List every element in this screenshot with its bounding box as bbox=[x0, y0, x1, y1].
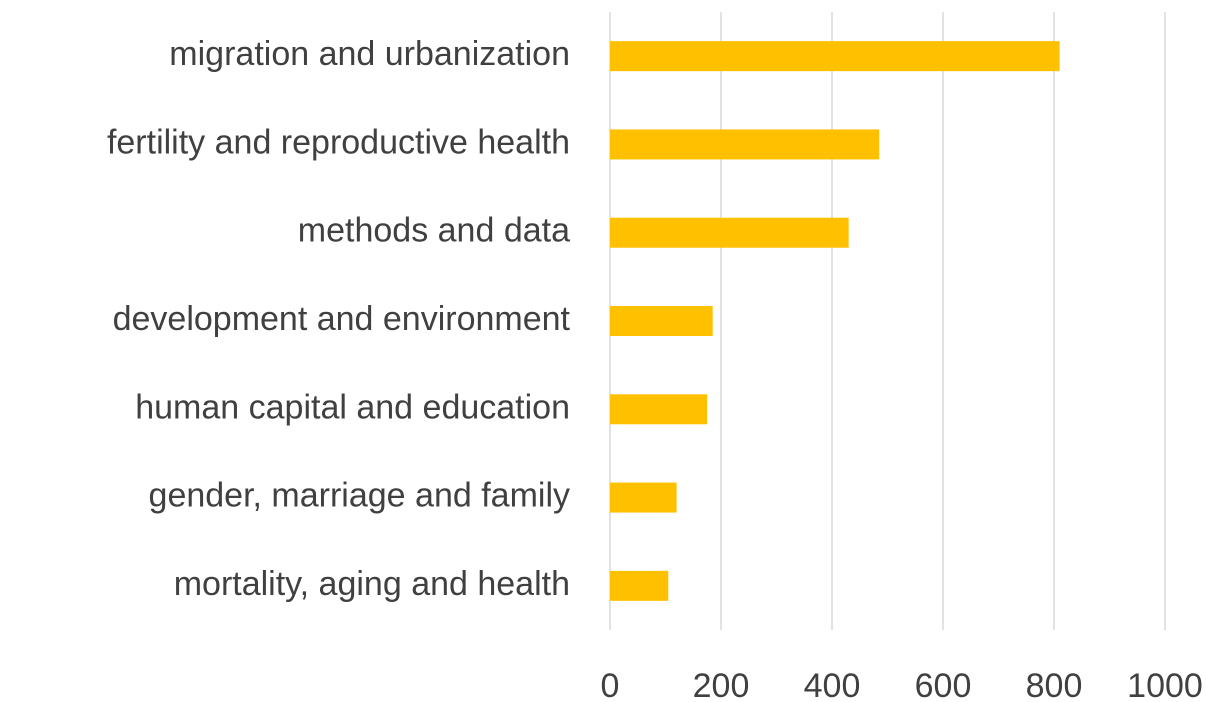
x-tick-label: 0 bbox=[601, 667, 620, 702]
bar bbox=[610, 570, 669, 601]
x-tick-label: 1000 bbox=[1127, 667, 1203, 702]
bar bbox=[610, 129, 880, 160]
y-tick-label: human capital and education bbox=[135, 388, 570, 426]
bar bbox=[610, 482, 677, 513]
bar bbox=[610, 41, 1060, 72]
y-tick-label: gender, marriage and family bbox=[149, 477, 570, 515]
y-tick-label: fertility and reproductive health bbox=[107, 123, 570, 161]
y-tick-label: mortality, aging and health bbox=[174, 565, 570, 603]
bar bbox=[610, 306, 713, 336]
x-tick-label: 600 bbox=[915, 667, 972, 702]
y-tick-label: methods and data bbox=[298, 212, 570, 250]
y-tick-label: development and environment bbox=[113, 300, 571, 338]
bar bbox=[610, 217, 849, 248]
bar bbox=[610, 394, 708, 425]
y-tick-label: migration and urbanization bbox=[169, 35, 570, 73]
x-tick-label: 800 bbox=[1026, 667, 1083, 702]
x-tick-label: 200 bbox=[693, 667, 750, 702]
x-tick-label: 400 bbox=[804, 667, 861, 702]
